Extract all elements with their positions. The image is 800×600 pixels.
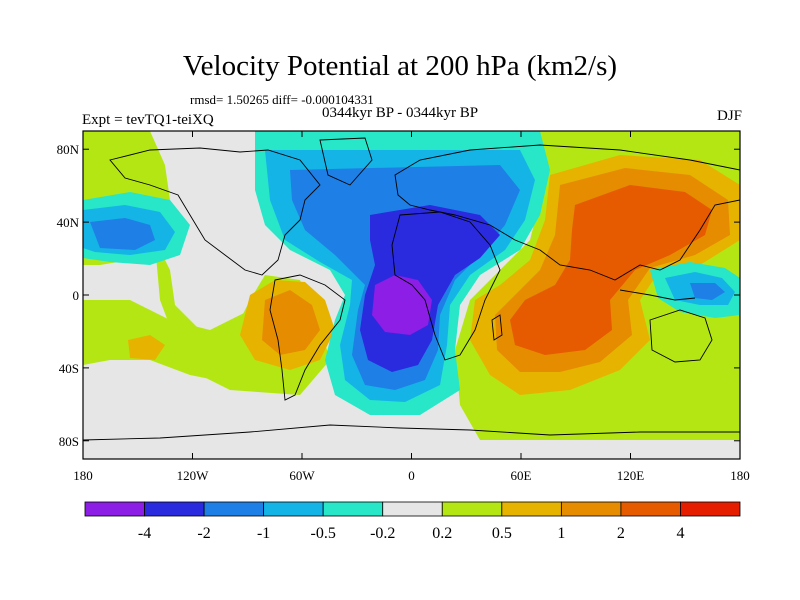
axis-ticks: 180 120W 60W 0 60E 120E 180 80N 40N 0 40S 80S [57, 131, 750, 483]
y-tick-label: 40N [57, 215, 80, 230]
colorbar-label: 1 [557, 525, 565, 542]
colorbar-swatch [382, 501, 443, 517]
coast-africa [391, 211, 501, 361]
period-subtitle: 0344kyr BP - 0344kyr BP [322, 105, 479, 121]
contour-fills [83, 131, 740, 459]
fill-neg-1-wpacific [690, 283, 725, 300]
colorbar-label: -1 [257, 525, 270, 542]
y-tick-label: 80N [57, 142, 80, 157]
coastlines [83, 137, 740, 441]
colorbar-swatch [322, 501, 384, 517]
colorbar-label: -2 [197, 525, 210, 542]
x-tick-label: 0 [408, 468, 415, 483]
colorbar-label: 4 [676, 525, 684, 542]
colorbar-swatch [560, 501, 622, 517]
colorbar-swatch [441, 501, 503, 517]
x-tick-label: 60E [511, 468, 532, 483]
x-tick-label: 60W [289, 468, 315, 483]
coast-greenland [319, 137, 373, 186]
coast-australia [649, 309, 713, 363]
colorbar-label: -0.2 [370, 525, 395, 542]
coast-madagascar [491, 314, 503, 341]
colorbar-label: -4 [138, 525, 151, 542]
fill-neg-1-npacific [90, 218, 155, 250]
colorbar-label: 0.5 [492, 525, 512, 542]
coast-eurasia [394, 144, 740, 281]
fill-pos-2-east [510, 185, 712, 355]
colorbar-swatch [144, 501, 205, 517]
y-tick-label: 40S [59, 361, 79, 376]
colorbar-swatch [501, 501, 562, 517]
colorbar-label: 0.2 [432, 525, 452, 542]
colorbar-swatch [620, 501, 681, 517]
fill-pos-1-samerica [262, 290, 320, 355]
y-tick-label: 80S [59, 434, 79, 449]
fill-pos-0.5-spacific [128, 335, 165, 360]
colorbar: -4 -2 -1 -0.5 -0.2 0.2 0.5 1 2 4 [84, 501, 741, 542]
coast-south-america [269, 274, 346, 401]
y-tick-label: 0 [73, 288, 80, 303]
season-label: DJF [716, 108, 742, 124]
coast-indonesia [619, 289, 696, 301]
x-tick-label: 180 [730, 468, 750, 483]
fill-neg-4-central [372, 275, 432, 335]
coast-north-america [109, 147, 321, 276]
experiment-label: Expt = tevTQ1-teiXQ [82, 112, 214, 128]
colorbar-swatch [680, 501, 741, 517]
colorbar-swatch [84, 501, 145, 517]
x-tick-label: 120E [617, 468, 645, 483]
rmsd-diff-stats: rmsd= 1.50265 diff= -0.000104331 [190, 92, 374, 107]
colorbar-swatch [203, 501, 265, 517]
x-tick-label: 120W [177, 468, 210, 483]
colorbar-label: 2 [617, 525, 625, 542]
colorbar-swatch [263, 501, 324, 517]
coast-antarctica [83, 424, 740, 441]
chart-title: Velocity Potential at 200 hPa (km2/s) [182, 50, 618, 82]
colorbar-label: -0.5 [311, 525, 336, 542]
x-tick-label: 180 [73, 468, 93, 483]
